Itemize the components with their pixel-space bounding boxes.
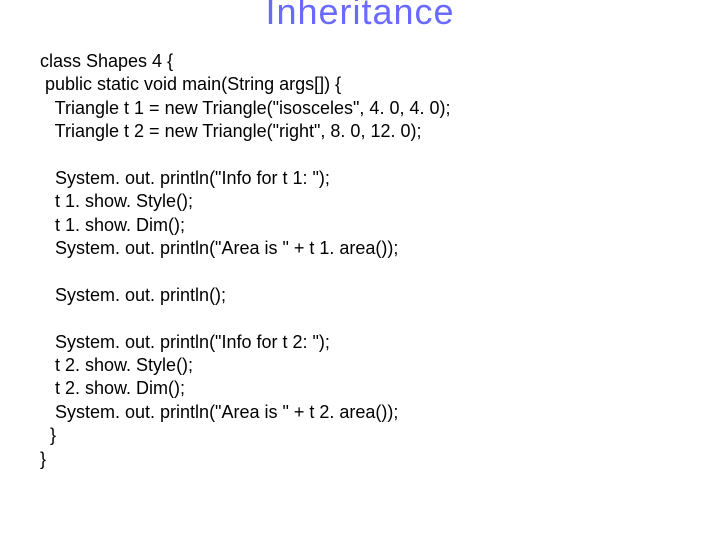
code-line: t 1. show. Style(); (40, 191, 193, 211)
code-line: t 2. show. Style(); (40, 355, 193, 375)
code-line: Triangle t 1 = new Triangle("isosceles",… (40, 98, 450, 118)
code-line: System. out. println(); (40, 285, 226, 305)
code-line: Triangle t 2 = new Triangle("right", 8. … (40, 121, 421, 141)
slide-title: Inheritance (0, 0, 720, 30)
code-line: public static void main(String args[]) { (40, 74, 341, 94)
code-line: System. out. println("Info for t 2: "); (40, 332, 330, 352)
code-line: t 1. show. Dim(); (40, 215, 185, 235)
code-line: System. out. println("Area is " + t 2. a… (40, 402, 398, 422)
code-line: class Shapes 4 { (40, 51, 173, 71)
code-line: System. out. println("Info for t 1: "); (40, 168, 330, 188)
code-block: class Shapes 4 { public static void main… (40, 50, 720, 471)
code-line: } (40, 449, 46, 469)
code-line: t 2. show. Dim(); (40, 378, 185, 398)
code-line: System. out. println("Area is " + t 1. a… (40, 238, 398, 258)
code-line: } (40, 425, 56, 445)
